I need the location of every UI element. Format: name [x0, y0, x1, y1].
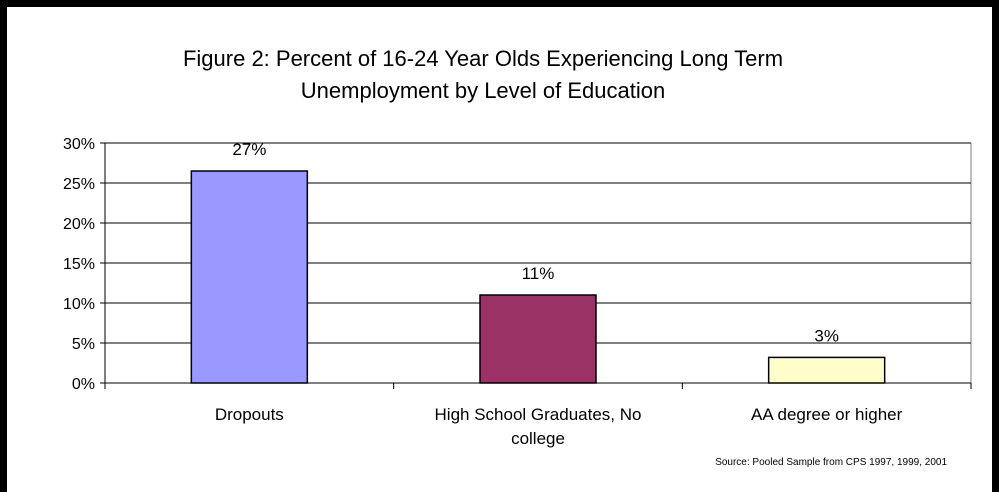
- y-axis-ticks: 0% 5% 10% 15% 20% 25% 30%: [63, 136, 105, 393]
- y-tick-label: 15%: [63, 256, 95, 273]
- y-tick-label: 30%: [63, 136, 95, 153]
- chart-title-line-2: Unemployment by Level of Education: [301, 78, 665, 103]
- category-label: High School Graduates, No: [435, 405, 642, 424]
- y-tick-label: 25%: [63, 176, 95, 193]
- y-tick-label: 5%: [72, 336, 95, 353]
- y-tick-label: 10%: [63, 296, 95, 313]
- y-tick-label: 0%: [72, 376, 95, 393]
- bar: [479, 294, 597, 384]
- bar: [190, 170, 309, 384]
- y-tick-label: 20%: [63, 216, 95, 233]
- chart-title-line-1: Figure 2: Percent of 16-24 Year Olds Exp…: [183, 46, 783, 71]
- data-label: 27%: [232, 140, 266, 159]
- category-label: college: [511, 429, 565, 448]
- data-label: 11%: [522, 264, 555, 283]
- bar: [767, 356, 886, 384]
- category-label: Dropouts: [215, 405, 284, 424]
- bars: [190, 170, 886, 384]
- source-note: Source: Pooled Sample from CPS 1997, 199…: [715, 457, 947, 468]
- data-label: 3%: [814, 326, 839, 345]
- category-label: AA degree or higher: [751, 405, 903, 424]
- category-labels: Dropouts High School Graduates, No college…: [215, 405, 903, 448]
- data-labels: 27% 11% 3%: [232, 140, 839, 345]
- x-axis-ticks: [104, 383, 972, 389]
